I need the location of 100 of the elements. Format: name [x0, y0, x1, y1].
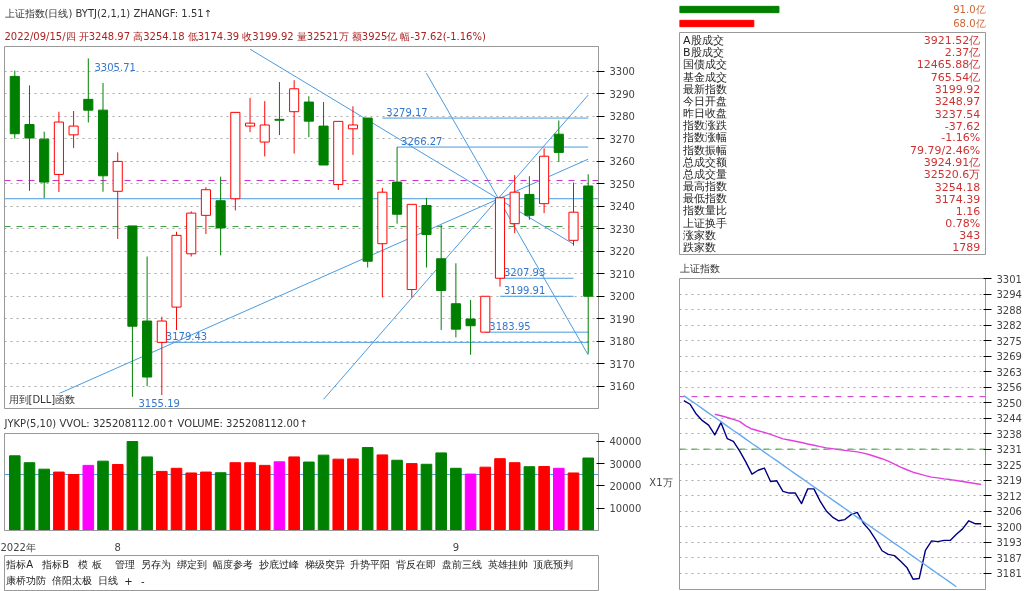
text: 梯级突异: [303, 559, 345, 570]
y-tick-label: 3260: [609, 156, 635, 168]
text: 另存为: [140, 559, 171, 570]
text: 1789: [952, 241, 981, 255]
y-tick-label: 3225: [996, 459, 1022, 471]
bar: [464, 473, 477, 531]
text: 3254.18: [934, 180, 981, 194]
text: 日线: [97, 575, 118, 586]
text: 3199.92: [934, 83, 981, 97]
bar: [126, 441, 139, 531]
bar: [303, 461, 315, 531]
bar: [420, 463, 433, 531]
text: -: [140, 575, 145, 587]
annotation: 3199.91: [503, 285, 546, 297]
y-tick-label: 3275: [996, 335, 1022, 347]
candlestick: [156, 316, 167, 396]
text: -1.16%: [941, 131, 981, 145]
candlestick: [347, 105, 359, 156]
text: 3248.97: [934, 95, 981, 109]
y-tick-label: 3288: [996, 304, 1022, 316]
y-tick-label: 3240: [609, 201, 635, 213]
y-tick-label: 3269: [996, 351, 1022, 363]
bar: [376, 454, 389, 531]
candlestick: [83, 57, 94, 123]
text: 抄底过峰: [258, 559, 299, 570]
bar: [538, 466, 550, 531]
text: 指标A: [5, 559, 34, 570]
bar: [523, 466, 536, 531]
candlestick: [24, 84, 35, 192]
text: 指数振幅: [682, 143, 728, 157]
candlestick: [465, 299, 476, 356]
text: 昨日收盘: [683, 107, 728, 121]
y-tick-label: 3200: [996, 521, 1022, 533]
candlestick: [524, 175, 535, 221]
candlestick: [259, 100, 270, 157]
x-tick-label: 9: [452, 541, 460, 553]
annotation: 3266.27: [401, 136, 443, 148]
bar: [508, 462, 521, 531]
text: B股成交: [683, 46, 724, 60]
text: 指数涨跌: [682, 119, 728, 133]
y-tick-label: 3301: [996, 273, 1022, 285]
text: 343: [959, 229, 981, 243]
text: 涨家数: [683, 228, 717, 242]
y-tick-label: 3230: [609, 223, 635, 235]
text: 今日开盘: [683, 94, 728, 108]
text: 绑定到: [176, 559, 207, 570]
y-tick-label: 3181: [996, 568, 1022, 580]
candlestick: [274, 81, 285, 136]
bar: [214, 472, 227, 531]
text: 32520.6万: [923, 167, 981, 181]
text: 2.37亿: [944, 46, 981, 60]
bar: [288, 456, 300, 531]
chart-subtitle: 2022/09/15/四 开3248.97 高3254.18 低3174.39 收3199.92 量32521万 额3925亿 幅-37.62(-1.16%): [4, 30, 486, 42]
text: 3174.39: [934, 192, 981, 206]
bar: [347, 458, 359, 531]
text: 盘前三线: [441, 559, 482, 570]
annotation: 3279.17: [386, 107, 428, 119]
y-tick-label: 20000: [609, 480, 642, 492]
text: 幅度参考: [213, 559, 254, 570]
bar: [361, 447, 374, 531]
bar: [273, 461, 286, 531]
text: 最高指数: [683, 180, 728, 194]
text: 背反在即: [396, 559, 437, 570]
y-tick-label: 3294: [996, 289, 1022, 301]
annotation: 3207.93: [503, 267, 546, 279]
y-tick-label: 3180: [609, 336, 635, 348]
text: 3921.52亿: [923, 34, 981, 48]
y-tick-label: 10000: [609, 503, 642, 515]
text: 跌家数: [683, 240, 717, 254]
annotation: 3305.71: [94, 61, 136, 73]
y-tick-label: 3300: [609, 66, 635, 78]
y-tick-label: 3238: [996, 428, 1022, 440]
bar: [200, 471, 212, 531]
chart-title: 上证指数(日线) BYTJ(2,1,1) ZHANGF: 1.51↑: [4, 7, 212, 19]
y-tick-label: 40000: [609, 436, 642, 448]
candlestick: [303, 95, 314, 138]
bar: [82, 464, 95, 531]
annotation: 用到[DLL]函数: [8, 393, 76, 405]
bar: [53, 471, 65, 531]
data-label: 68.0亿: [953, 18, 986, 29]
annotation: 3183.95: [489, 321, 531, 333]
y-tick-label: 3220: [609, 246, 635, 258]
bar: [141, 456, 153, 531]
y-axis-title: X1万: [649, 476, 673, 488]
y-tick-label: 3200: [609, 291, 635, 303]
y-tick-label: 3250: [996, 397, 1022, 409]
y-tick-label: 3187: [996, 552, 1022, 564]
text: 总成交额: [682, 155, 728, 169]
bar: [258, 464, 271, 531]
text: 指数量比: [682, 204, 728, 218]
y-tick-label: 3219: [996, 475, 1022, 487]
bar: [23, 462, 36, 531]
text: 79.79/2.46%: [910, 143, 981, 157]
text: 指数涨幅: [682, 131, 728, 145]
bar: [185, 472, 198, 531]
candlestick: [68, 110, 79, 149]
y-tick-label: 3190: [609, 313, 635, 325]
bar: [391, 459, 403, 531]
text: A股成交: [683, 34, 724, 48]
candlestick: [244, 97, 256, 133]
